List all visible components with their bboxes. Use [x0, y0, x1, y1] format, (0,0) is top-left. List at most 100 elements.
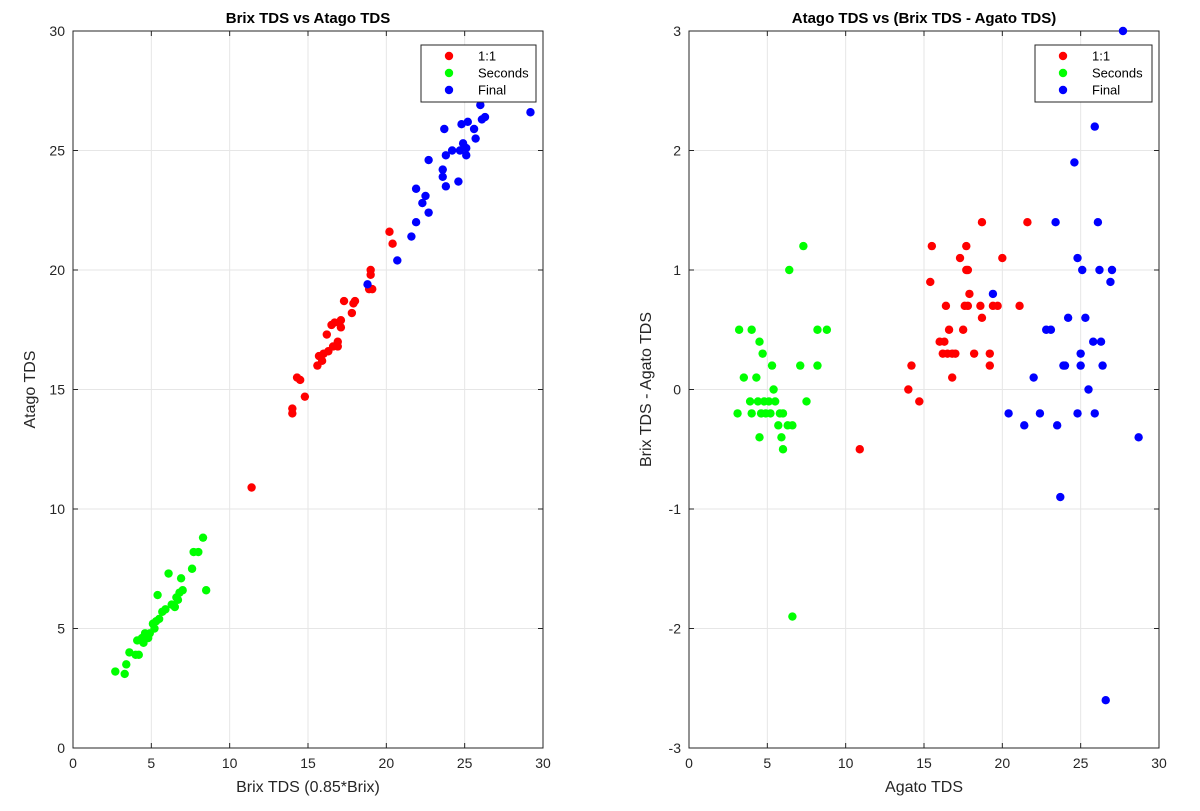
- data-point: [747, 325, 756, 334]
- data-point: [178, 586, 187, 595]
- data-point: [407, 232, 416, 241]
- x-tick-label: 25: [457, 755, 473, 771]
- data-point: [1090, 409, 1099, 418]
- legend-marker: [1058, 85, 1068, 95]
- data-point: [1098, 361, 1107, 370]
- data-point: [153, 590, 162, 600]
- data-point: [176, 574, 186, 583]
- data-point: [347, 308, 357, 318]
- data-point: [288, 404, 297, 413]
- data-point: [764, 397, 774, 406]
- data-point: [154, 614, 164, 624]
- legend-label: 1:1: [1092, 49, 1110, 64]
- legend-label: 1:1: [478, 49, 496, 64]
- data-point: [317, 356, 327, 366]
- x-tick-label: 10: [222, 755, 238, 771]
- data-point: [1101, 696, 1110, 705]
- data-point: [802, 397, 811, 406]
- data-point: [1063, 313, 1073, 322]
- legend-marker: [444, 85, 454, 95]
- data-point: [948, 373, 957, 382]
- series-1-1: [247, 227, 397, 492]
- data-point: [985, 361, 994, 370]
- data-point: [411, 184, 421, 193]
- data-point: [111, 667, 120, 676]
- data-point: [120, 669, 129, 679]
- data-point: [778, 409, 788, 418]
- data-point: [388, 239, 397, 248]
- y-tick-label: 3: [673, 23, 681, 39]
- data-point: [385, 227, 394, 236]
- data-point: [418, 198, 427, 208]
- data-point: [1060, 361, 1070, 370]
- data-point: [1134, 433, 1143, 442]
- data-point: [998, 253, 1007, 263]
- x-axis-label: Agato TDS: [885, 779, 963, 796]
- data-point: [526, 108, 535, 117]
- data-point: [733, 409, 742, 418]
- series-final: [988, 26, 1143, 705]
- data-point: [424, 155, 433, 165]
- data-point: [941, 301, 951, 311]
- data-point: [993, 301, 1002, 311]
- data-point: [1118, 26, 1128, 36]
- data-point: [322, 330, 331, 339]
- data-point: [1046, 325, 1056, 334]
- data-point: [366, 265, 375, 275]
- data-point: [463, 117, 472, 127]
- data-point: [1035, 409, 1045, 418]
- y-tick-label: 5: [57, 621, 65, 637]
- x-tick-label: 5: [763, 755, 771, 771]
- y-tick-label: -2: [669, 621, 682, 637]
- y-tick-label: 30: [49, 23, 65, 39]
- data-point: [1029, 373, 1038, 382]
- data-point: [1051, 218, 1060, 227]
- y-tick-label: -3: [669, 740, 682, 756]
- x-tick-label: 30: [1151, 755, 1167, 771]
- data-point: [1078, 265, 1087, 275]
- y-tick-label: 2: [673, 143, 681, 159]
- x-axis-label: Brix TDS (0.85*Brix): [236, 779, 380, 796]
- data-point: [951, 349, 960, 358]
- legend-label: Final: [1092, 83, 1120, 98]
- y-tick-label: -1: [669, 501, 682, 517]
- data-point: [1073, 409, 1082, 418]
- data-point: [421, 191, 430, 201]
- data-point: [1076, 361, 1085, 370]
- axes-frame: [688, 30, 1160, 749]
- data-point: [977, 218, 987, 227]
- legend-label: Seconds: [1092, 66, 1143, 81]
- data-point: [173, 595, 183, 605]
- y-tick-label: 1: [673, 262, 681, 278]
- brix-vs-atago-chart: 0 5 10 15 20 25 30 0 5 10 15 20 25 30 Brix TDS vs Atag…: [22, 10, 551, 796]
- legend: 1:1 Seconds Final: [420, 44, 537, 103]
- chart-title: Atago TDS vs (Brix TDS - Agato TDS): [792, 10, 1056, 27]
- y-tick-label: 0: [673, 382, 681, 398]
- data-point: [333, 342, 342, 351]
- data-point: [411, 218, 421, 227]
- x-tick-label: 15: [916, 755, 932, 771]
- data-point: [766, 409, 775, 418]
- y-tick-label: 20: [49, 262, 65, 278]
- data-point: [755, 433, 764, 442]
- legend-label: Seconds: [478, 66, 529, 81]
- data-point: [813, 325, 822, 334]
- data-point: [440, 124, 449, 134]
- data-point: [927, 241, 937, 251]
- data-point: [424, 208, 433, 217]
- data-point: [1015, 301, 1024, 311]
- y-tick-label: 10: [49, 501, 65, 517]
- data-point: [1089, 337, 1098, 346]
- legend-marker: [444, 68, 454, 78]
- data-point: [438, 165, 447, 174]
- data-point: [777, 433, 786, 442]
- x-tick-label: 20: [379, 755, 395, 771]
- data-point: [926, 277, 935, 287]
- data-point: [753, 397, 763, 406]
- data-point: [769, 385, 778, 394]
- x-tick-label: 10: [838, 755, 854, 771]
- data-point: [471, 134, 480, 143]
- data-point: [462, 151, 471, 160]
- data-point: [788, 612, 797, 621]
